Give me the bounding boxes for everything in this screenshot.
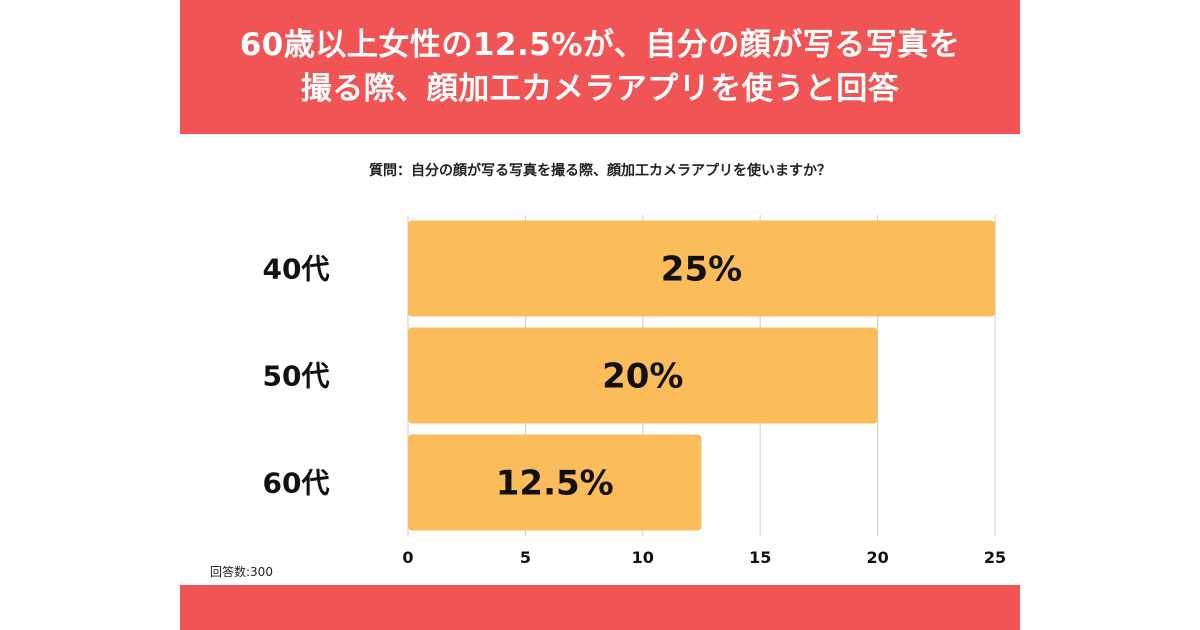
category-label: 60代 xyxy=(263,467,330,500)
category-label: 50代 xyxy=(263,360,330,393)
category-label: 40代 xyxy=(263,253,330,286)
bar xyxy=(408,327,878,424)
question-text: 質問：自分の顔が写る写真を撮る際、顔加工カメラアプリを使いますか？ xyxy=(369,163,831,179)
response-count: 回答数:300 xyxy=(210,565,273,579)
bar-value-label: 20% xyxy=(602,357,683,397)
x-tick-label: 5 xyxy=(520,548,531,567)
bar-value-label: 25% xyxy=(661,250,742,290)
x-tick-label: 15 xyxy=(749,548,771,567)
x-tick-label: 20 xyxy=(866,548,888,567)
bar-value-label: 12.5% xyxy=(496,464,614,504)
bar xyxy=(408,220,995,317)
footer-band xyxy=(180,585,1020,630)
title-line-1: 60歳以上女性の12.5%が、自分の顔が写る写真を xyxy=(239,27,961,63)
title-banner: 60歳以上女性の12.5%が、自分の顔が写る写真を 撮る際、顔加工カメラアプリを… xyxy=(180,0,1020,134)
bar xyxy=(408,434,702,531)
x-tick-label: 0 xyxy=(402,548,413,567)
title-line-2: 撮る際、顔加工カメラアプリを使うと回答 xyxy=(300,71,900,107)
x-tick-label: 25 xyxy=(984,548,1006,567)
x-tick-label: 10 xyxy=(632,548,654,567)
